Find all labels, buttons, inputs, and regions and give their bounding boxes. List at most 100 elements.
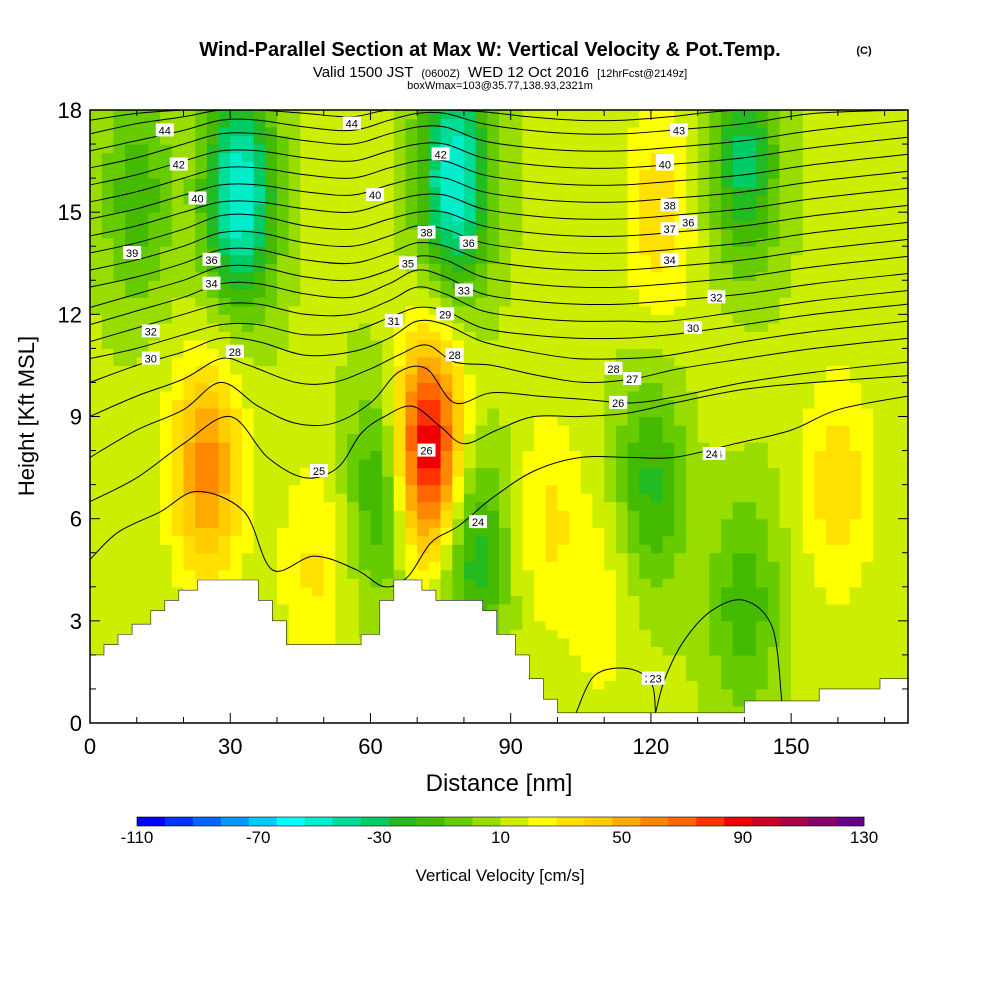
w-cell (662, 561, 675, 571)
w-cell (756, 322, 769, 332)
w-cell (90, 569, 103, 579)
w-cell (697, 382, 710, 392)
w-cell (604, 152, 617, 162)
w-cell (721, 246, 734, 256)
w-cell (405, 399, 418, 409)
w-cell (230, 220, 243, 230)
w-cell (580, 399, 594, 409)
w-cell (312, 612, 325, 622)
w-cell (674, 280, 687, 290)
box-info: boxWmax=103@35.77,138.93,2321m (407, 80, 593, 92)
w-cell (358, 246, 372, 256)
w-cell (837, 152, 851, 162)
w-cell (721, 229, 734, 239)
w-cell (148, 493, 161, 503)
w-cell (592, 110, 605, 120)
w-cell (861, 552, 874, 562)
w-cell (639, 373, 652, 383)
forecast-info: [12hrFcst@2149z] (597, 68, 687, 80)
w-cell (849, 203, 862, 213)
w-cell (849, 501, 862, 511)
w-cell (604, 552, 617, 562)
w-cell (136, 314, 149, 324)
w-cell (510, 220, 523, 230)
w-cell (405, 416, 418, 426)
w-cell (767, 203, 781, 213)
w-cell (569, 161, 582, 171)
w-cell (697, 603, 710, 613)
w-cell (183, 169, 196, 179)
w-cell (545, 450, 558, 460)
w-cell (639, 186, 652, 196)
w-cell (779, 254, 792, 264)
w-cell (358, 459, 372, 469)
w-cell (686, 484, 699, 494)
w-cell (393, 212, 407, 222)
w-cell (756, 280, 769, 290)
w-cell (592, 442, 605, 452)
w-cell (499, 459, 512, 469)
w-cell (744, 442, 757, 452)
w-cell (323, 305, 336, 315)
w-cell (183, 501, 196, 511)
w-cell (241, 484, 255, 494)
w-cell (709, 467, 722, 477)
w-cell (627, 237, 640, 247)
w-cell (732, 288, 745, 298)
w-cell (534, 578, 547, 588)
w-cell (814, 510, 827, 520)
w-cell (662, 595, 675, 605)
w-cell (627, 339, 640, 349)
w-cell (756, 229, 769, 239)
w-cell (802, 237, 816, 247)
w-cell (113, 578, 126, 588)
w-cell (288, 288, 301, 298)
w-cell (113, 493, 126, 503)
w-cell (323, 178, 336, 188)
w-cell (510, 646, 523, 656)
w-cell (837, 169, 851, 179)
w-cell (674, 442, 687, 452)
w-cell (160, 476, 173, 486)
w-cell (744, 229, 757, 239)
w-cell (393, 348, 407, 358)
w-cell (580, 442, 594, 452)
w-cell (253, 476, 266, 486)
w-cell (650, 314, 664, 324)
w-cell (592, 399, 605, 409)
w-cell (592, 646, 605, 656)
w-cell (323, 544, 336, 554)
w-cell (580, 246, 594, 256)
w-cell (545, 161, 558, 171)
w-cell (125, 135, 138, 145)
w-cell (288, 322, 301, 332)
w-cell (253, 552, 266, 562)
w-cell (604, 271, 617, 281)
w-cell (662, 535, 675, 545)
w-cell (569, 552, 582, 562)
w-cell (534, 671, 547, 681)
w-cell (569, 314, 582, 324)
w-cell (849, 493, 862, 503)
w-cell (148, 433, 161, 443)
w-cell (393, 118, 407, 128)
w-cell (160, 229, 173, 239)
w-cell (113, 246, 126, 256)
w-cell (837, 603, 851, 613)
w-cell (428, 382, 442, 392)
w-cell (826, 229, 839, 239)
w-cell (674, 110, 687, 120)
w-cell (639, 399, 652, 409)
w-cell (569, 603, 582, 613)
w-cell (206, 382, 220, 392)
w-cell (125, 391, 138, 401)
w-cell (721, 442, 734, 452)
w-cell (802, 629, 816, 639)
w-cell (499, 569, 512, 579)
w-cell (650, 544, 664, 554)
w-cell (686, 578, 699, 588)
w-cell (358, 373, 372, 383)
w-cell (791, 544, 804, 554)
w-cell (206, 263, 220, 273)
w-cell (756, 620, 769, 630)
